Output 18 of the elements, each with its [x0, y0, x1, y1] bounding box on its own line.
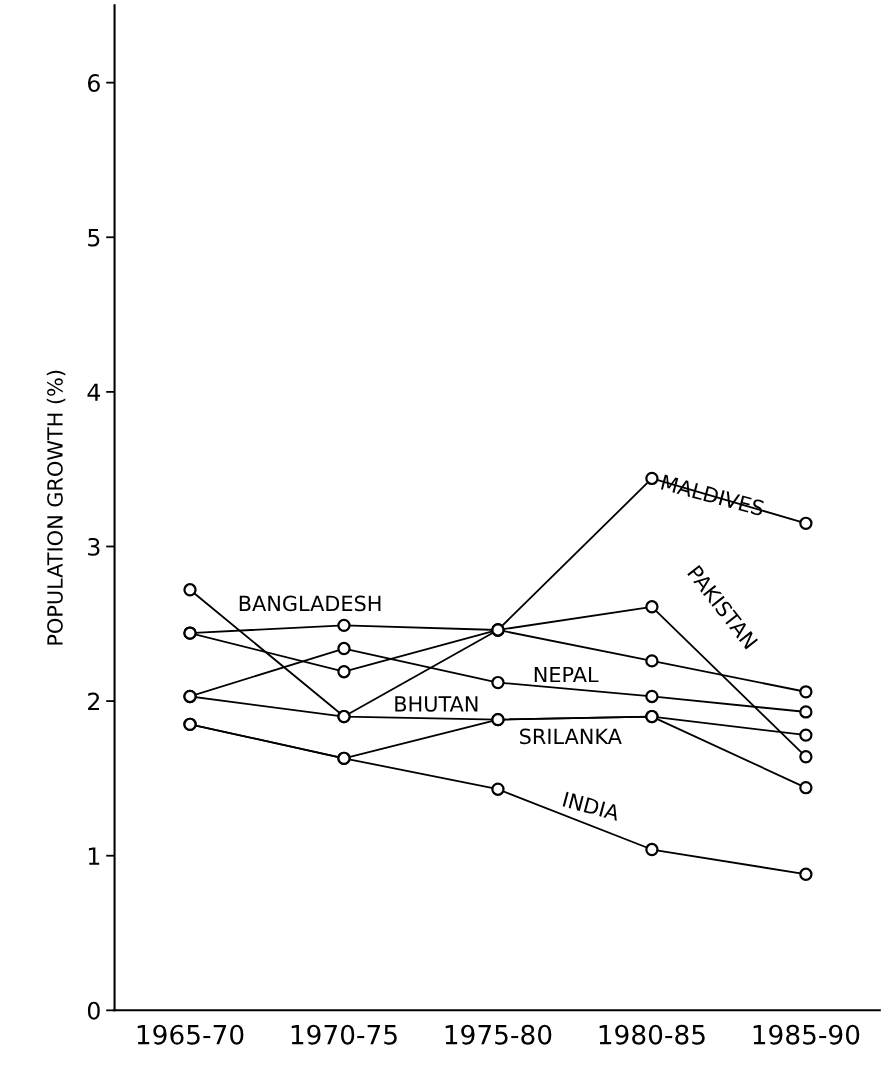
- x-tick-label: 1970-75: [291, 1024, 397, 1045]
- y-tick-label: 1: [88, 847, 100, 865]
- y-axis-title: POPULATION GROWTH (%): [46, 370, 66, 645]
- y-tick-label: 4: [87, 383, 101, 401]
- y-tick-label: 3: [88, 537, 100, 556]
- x-tick-label: 1985-90: [753, 1024, 860, 1045]
- y-tick-label: 2: [88, 692, 99, 711]
- x-tick-label: 1965-70: [137, 1024, 244, 1045]
- x-tick-label: 1980-85: [599, 1024, 705, 1045]
- y-tick-label: 5: [88, 229, 100, 247]
- series-label: SRILANKA: [520, 728, 622, 745]
- text: INDIA: [562, 791, 621, 821]
- y-tick-label: 0: [87, 1001, 100, 1020]
- series-label: NEPAL: [534, 666, 599, 683]
- series-label: BANGLADESH: [239, 595, 381, 612]
- series-label: BHUTAN: [395, 696, 478, 712]
- y-tick-label: 6: [87, 74, 100, 92]
- x-tick-label: 1975-80: [445, 1024, 552, 1045]
